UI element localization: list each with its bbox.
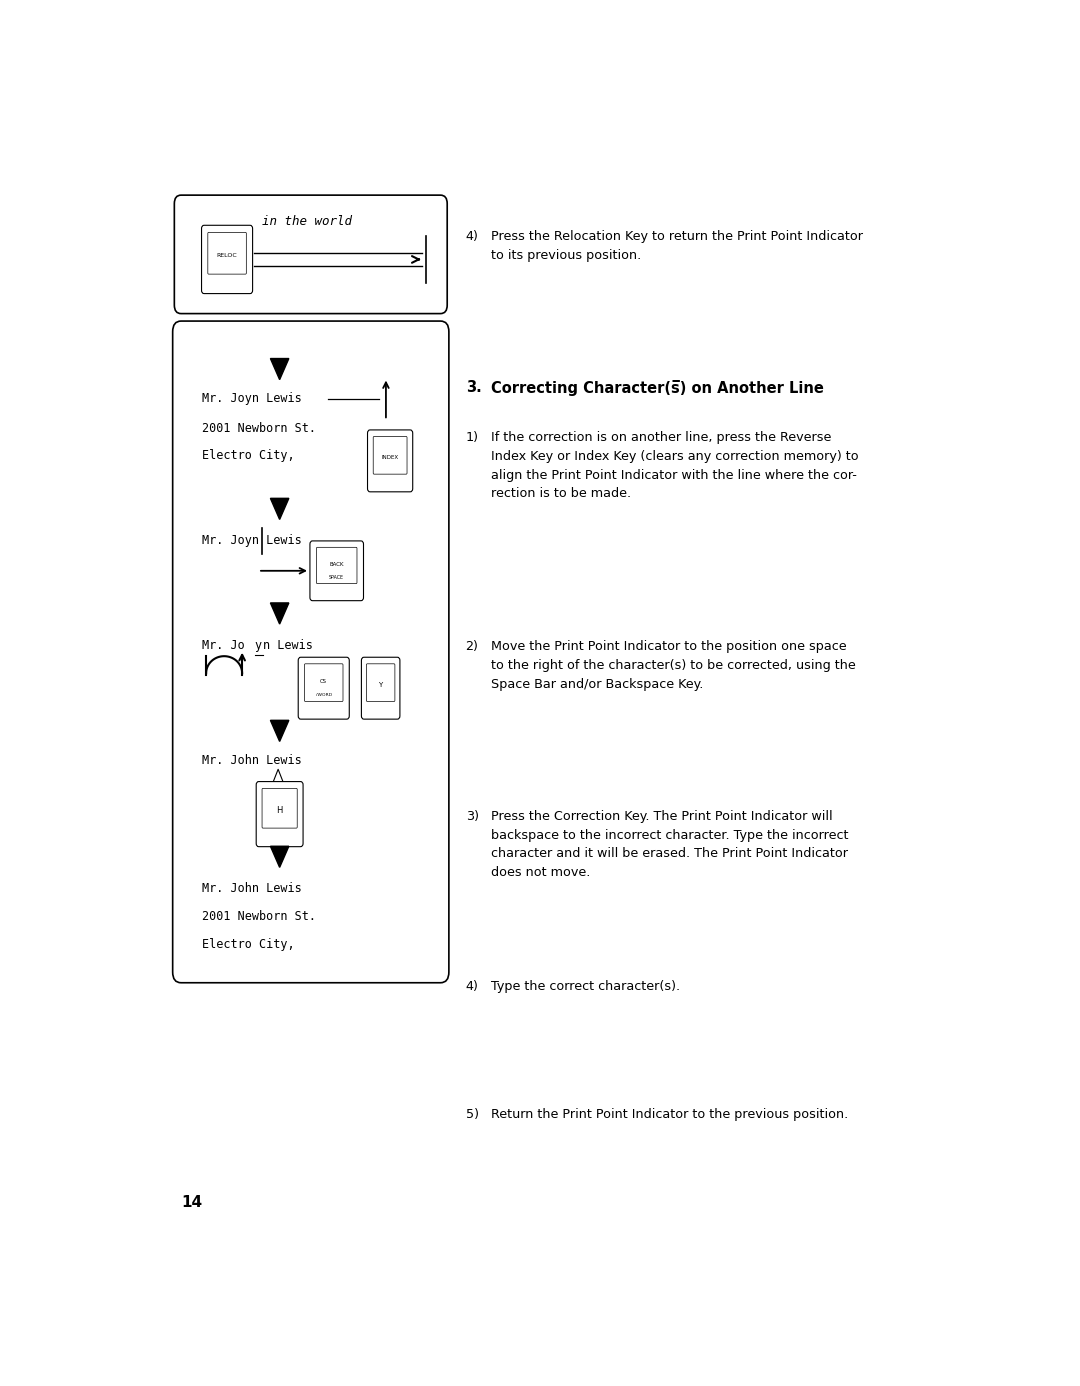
Text: 1): 1) — [465, 431, 478, 444]
FancyBboxPatch shape — [256, 782, 303, 847]
Text: If the correction is on another line, press the Reverse
Index Key or Index Key (: If the correction is on another line, pr… — [490, 431, 859, 500]
Text: Mr. John Lewis: Mr. John Lewis — [202, 754, 301, 768]
FancyBboxPatch shape — [174, 195, 447, 313]
FancyBboxPatch shape — [362, 657, 400, 719]
Text: 2001 Newborn St.: 2001 Newborn St. — [202, 423, 316, 435]
Text: Mr. John Lewis: Mr. John Lewis — [202, 883, 301, 895]
Text: CS: CS — [321, 679, 327, 685]
FancyBboxPatch shape — [367, 430, 413, 492]
Text: Mr. Joyn Lewis: Mr. Joyn Lewis — [202, 535, 301, 547]
Text: 3): 3) — [465, 809, 478, 823]
Text: in the world: in the world — [261, 215, 352, 229]
Text: Return the Print Point Indicator to the previous position.: Return the Print Point Indicator to the … — [490, 1107, 848, 1121]
Text: 3.: 3. — [465, 380, 482, 395]
Text: Y: Y — [378, 682, 382, 687]
FancyBboxPatch shape — [310, 541, 364, 600]
FancyBboxPatch shape — [366, 664, 395, 701]
Text: 14: 14 — [181, 1195, 202, 1210]
Polygon shape — [270, 359, 288, 380]
FancyBboxPatch shape — [173, 322, 449, 983]
FancyBboxPatch shape — [202, 226, 253, 294]
Text: 4): 4) — [465, 230, 478, 244]
Text: Electro City,: Electro City, — [202, 938, 295, 951]
Text: Move the Print Point Indicator to the position one space
to the right of the cha: Move the Print Point Indicator to the po… — [490, 640, 855, 690]
Polygon shape — [270, 847, 288, 868]
Text: Press the Correction Key. The Print Point Indicator will
backspace to the incorr: Press the Correction Key. The Print Poin… — [490, 809, 848, 879]
Text: Mr. Joyn Lewis: Mr. Joyn Lewis — [202, 392, 301, 406]
Text: Press the Relocation Key to return the Print Point Indicator
to its previous pos: Press the Relocation Key to return the P… — [490, 230, 863, 262]
Text: n Lewis: n Lewis — [264, 639, 313, 651]
FancyBboxPatch shape — [298, 657, 349, 719]
Text: 4): 4) — [465, 980, 478, 992]
Polygon shape — [270, 603, 288, 624]
Text: Correcting Character(s̅) on Another Line: Correcting Character(s̅) on Another Line — [490, 380, 824, 396]
Text: H: H — [276, 807, 283, 815]
FancyBboxPatch shape — [207, 233, 246, 274]
FancyBboxPatch shape — [262, 789, 297, 827]
Text: /WORD: /WORD — [315, 693, 332, 697]
Polygon shape — [270, 721, 288, 742]
FancyBboxPatch shape — [374, 437, 407, 474]
Text: RELOC: RELOC — [217, 254, 238, 258]
Text: SPACE: SPACE — [329, 575, 345, 579]
Text: y: y — [255, 639, 261, 651]
Text: INDEX: INDEX — [381, 455, 399, 460]
FancyBboxPatch shape — [316, 547, 357, 584]
Text: 2001 Newborn St.: 2001 Newborn St. — [202, 911, 316, 923]
Text: 2): 2) — [465, 640, 478, 653]
Text: 5): 5) — [465, 1107, 478, 1121]
FancyBboxPatch shape — [305, 664, 343, 701]
Text: Electro City,: Electro City, — [202, 449, 295, 462]
Text: BACK: BACK — [329, 561, 343, 567]
Text: Mr. Jo: Mr. Jo — [202, 639, 245, 651]
Text: Type the correct character(s).: Type the correct character(s). — [490, 980, 679, 992]
Polygon shape — [270, 499, 288, 520]
